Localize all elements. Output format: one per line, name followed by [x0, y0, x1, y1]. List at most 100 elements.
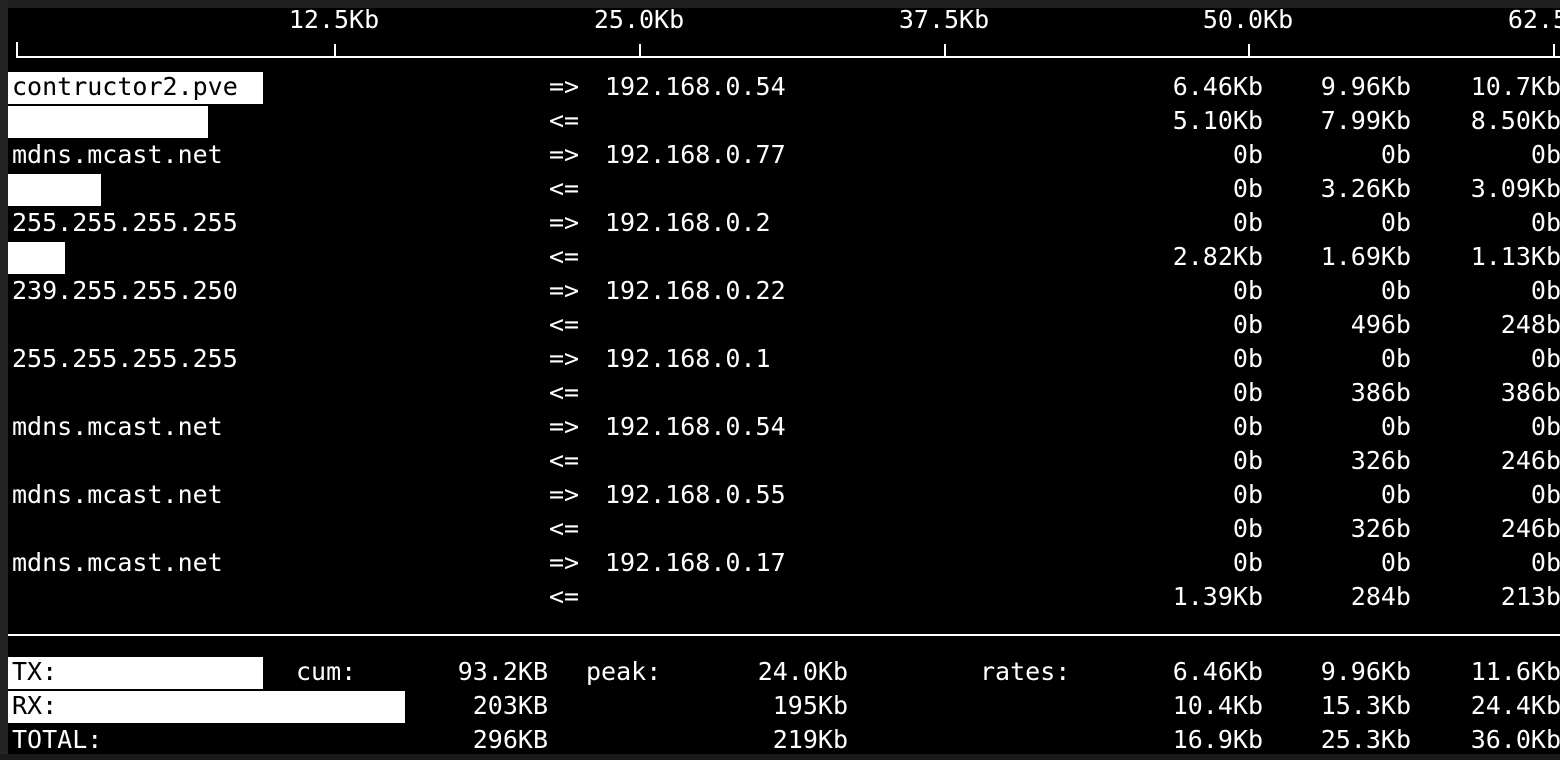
tx-rate-40s: 0b [1530, 344, 1560, 373]
table-row[interactable]: 239.255.255.250 => 192.168.0.22 0b 0b 0b <= 0b 4… [8, 274, 1560, 342]
tx-direction-arrow: => [549, 480, 580, 509]
host-row-tx[interactable]: mdns.mcast.net => 192.168.0.54 0b 0b 0b [8, 410, 1560, 444]
rx-rate-40s: 1.13Kb [1470, 242, 1560, 271]
table-row[interactable]: mdns.mcast.net => 192.168.0.17 0b 0b 0b <= 1.39… [8, 546, 1560, 614]
rx-rate-40s: 246b [1500, 446, 1560, 475]
table-row[interactable]: mdns.mcast.net => 192.168.0.77 0b 0b 0b <= 0b 3.… [8, 138, 1560, 206]
host-row-rx[interactable]: <= 0b 326b 246b [8, 444, 1560, 478]
summary-label: TX: [12, 657, 58, 686]
tx-rate-40s: 0b [1530, 276, 1560, 305]
summary-row: TOTAL: 296KB 219Kb 16.9Kb 25.3Kb 36.0Kb [8, 723, 1560, 757]
peer-address: 192.168.0.54 [605, 72, 786, 101]
host-row-tx[interactable]: mdns.mcast.net => 192.168.0.77 0b 0b 0b [8, 138, 1560, 172]
tx-rate-2s: 6.46Kb [1172, 72, 1263, 101]
tx-rate-10s: 0b [1380, 548, 1411, 577]
tx-rate-40s: 0b [1530, 208, 1560, 237]
rx-rate-2s: 0b [1232, 446, 1263, 475]
host-row-rx[interactable]: <= 0b 496b 248b [8, 308, 1560, 342]
ruler-label-3: 50.0Kb [1202, 5, 1294, 34]
summary-footer: TX: cum: peak: rates: 93.2KB 24.0Kb 6.46Kb 9.96… [8, 655, 1560, 760]
ruler-tick-0 [334, 44, 336, 57]
tx-rate-2s: 0b [1232, 548, 1263, 577]
rx-rate-40s: 248b [1500, 310, 1560, 339]
host-row-tx[interactable]: 239.255.255.250 => 192.168.0.22 0b 0b 0b [8, 274, 1560, 308]
table-row[interactable]: contructor2.pve => 192.168.0.54 6.46Kb 9.96K… [8, 70, 1560, 138]
table-row[interactable]: 255.255.255.255 => 192.168.0.2 0b 0b 0b <= 2.82… [8, 206, 1560, 274]
host-name: mdns.mcast.net [12, 480, 223, 509]
window-chrome-top [0, 0, 1560, 8]
summary-rate-10s: 15.3Kb [1320, 691, 1411, 720]
summary-rate-40s: 11.6Kb [1470, 657, 1560, 686]
tx-bandwidth-bar [8, 72, 263, 104]
host-row-rx[interactable]: <= 0b 3.26Kb 3.09Kb [8, 172, 1560, 206]
tx-rate-10s: 9.96Kb [1320, 72, 1411, 101]
summary-rate-2s: 16.9Kb [1172, 725, 1263, 754]
rx-rate-10s: 496b [1350, 310, 1411, 339]
host-row-rx[interactable]: <= 5.10Kb 7.99Kb 8.50Kb [8, 104, 1560, 138]
host-row-rx[interactable]: <= 1.39Kb 284b 213b [8, 580, 1560, 614]
rx-direction-arrow: <= [549, 242, 580, 271]
summary-bandwidth-bar [8, 657, 263, 689]
host-row-rx[interactable]: <= 0b 326b 246b [8, 512, 1560, 546]
rx-bandwidth-bar [8, 174, 101, 206]
host-name: 239.255.255.250 [12, 276, 238, 305]
ruler-tick-1 [639, 44, 641, 57]
host-row-tx[interactable]: mdns.mcast.net => 192.168.0.17 0b 0b 0b [8, 546, 1560, 580]
peer-address: 192.168.0.77 [605, 140, 786, 169]
tx-rate-10s: 0b [1380, 344, 1411, 373]
tx-direction-arrow: => [549, 344, 580, 373]
peer-address: 192.168.0.1 [605, 344, 771, 373]
rx-bandwidth-bar [8, 242, 65, 274]
ruler-axis-line [16, 56, 1560, 58]
tx-rate-40s: 10.7Kb [1470, 72, 1560, 101]
ruler-label-0: 12.5Kb [288, 5, 380, 34]
table-row[interactable]: mdns.mcast.net => 192.168.0.54 0b 0b 0b <= 0b 32… [8, 410, 1560, 478]
peak-value-0: 24.0Kb [757, 657, 848, 686]
window-chrome-bottom [0, 754, 1560, 760]
table-row[interactable]: 255.255.255.255 => 192.168.0.1 0b 0b 0b <= 0b 38… [8, 342, 1560, 410]
host-name: 255.255.255.255 [12, 208, 238, 237]
host-row-rx[interactable]: <= 2.82Kb 1.69Kb 1.13Kb [8, 240, 1560, 274]
host-row-tx[interactable]: contructor2.pve => 192.168.0.54 6.46Kb 9.96K… [8, 70, 1560, 104]
summary-rate-40s: 36.0Kb [1470, 725, 1560, 754]
ruler-label-2: 37.5Kb [898, 5, 990, 34]
host-row-tx[interactable]: 255.255.255.255 => 192.168.0.2 0b 0b 0b [8, 206, 1560, 240]
rx-rate-40s: 213b [1500, 582, 1560, 611]
summary-rate-40s: 24.4Kb [1470, 691, 1560, 720]
ruler-label-1: 25.0Kb [593, 5, 685, 34]
cum-value-1: 203KB [472, 691, 548, 720]
tx-rate-2s: 0b [1232, 344, 1263, 373]
tx-rate-2s: 0b [1232, 412, 1263, 441]
rx-direction-arrow: <= [549, 106, 580, 135]
tx-rate-40s: 0b [1530, 480, 1560, 509]
rx-rate-2s: 1.39Kb [1172, 582, 1263, 611]
tx-direction-arrow: => [549, 140, 580, 169]
rx-direction-arrow: <= [549, 446, 580, 475]
rx-direction-arrow: <= [549, 514, 580, 543]
tx-rate-10s: 0b [1380, 480, 1411, 509]
peer-address: 192.168.0.22 [605, 276, 786, 305]
table-row[interactable]: mdns.mcast.net => 192.168.0.55 0b 0b 0b <= 0b 32… [8, 478, 1560, 546]
tx-direction-arrow: => [549, 208, 580, 237]
rx-rate-10s: 326b [1350, 446, 1411, 475]
host-row-tx[interactable]: mdns.mcast.net => 192.168.0.55 0b 0b 0b [8, 478, 1560, 512]
host-name: contructor2.pve [12, 72, 238, 101]
ruler-tick-2 [944, 44, 946, 57]
rx-rate-2s: 0b [1232, 310, 1263, 339]
rx-rate-2s: 2.82Kb [1172, 242, 1263, 271]
summary-row: RX: 203KB 195Kb 10.4Kb 15.3Kb 24.4Kb [8, 689, 1560, 723]
tx-rate-10s: 0b [1380, 412, 1411, 441]
host-name: mdns.mcast.net [12, 548, 223, 577]
host-row-tx[interactable]: 255.255.255.255 => 192.168.0.1 0b 0b 0b [8, 342, 1560, 376]
rx-direction-arrow: <= [549, 378, 580, 407]
rx-rate-2s: 0b [1232, 378, 1263, 407]
host-pair-table[interactable]: contructor2.pve => 192.168.0.54 6.46Kb 9.96K… [8, 70, 1560, 628]
summary-rate-2s: 10.4Kb [1172, 691, 1263, 720]
host-row-rx[interactable]: <= 0b 386b 386b [8, 376, 1560, 410]
tx-direction-arrow: => [549, 548, 580, 577]
cum-label: cum: [296, 657, 357, 686]
tx-rate-40s: 0b [1530, 412, 1560, 441]
peer-address: 192.168.0.54 [605, 412, 786, 441]
rx-rate-40s: 386b [1500, 378, 1560, 407]
